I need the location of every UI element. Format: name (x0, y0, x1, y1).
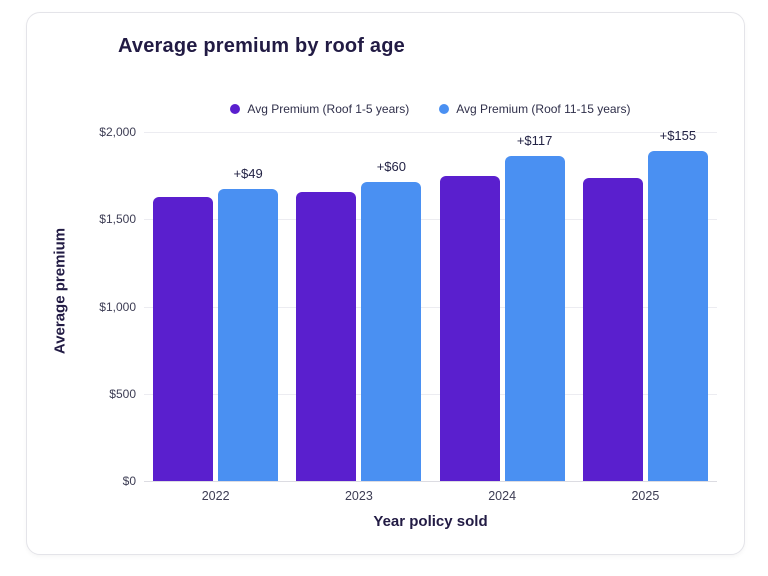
bar-diff-label: +$49 (233, 165, 263, 181)
x-tick-label: 2024 (488, 489, 517, 503)
bar-2025-series-0 (582, 178, 643, 481)
x-axis-title: Year policy sold (373, 513, 488, 530)
gridline (144, 306, 717, 308)
gridline (144, 219, 717, 221)
y-tick-label: $2,000 (99, 125, 136, 139)
gridline (144, 481, 717, 482)
bar-diff-label: +$155 (659, 128, 697, 144)
gridline (144, 393, 717, 395)
legend-dot-icon (230, 104, 241, 114)
bar-2022-series-1 (218, 188, 279, 481)
legend-label: Avg Premium (Roof 1-5 years) (247, 102, 410, 116)
y-tick-label: $0 (122, 474, 136, 488)
bar-2024-series-1 (504, 156, 565, 481)
chart-title: Average premium by roof age (118, 35, 405, 57)
x-tick-label: 2022 (201, 489, 230, 503)
y-tick-label: $500 (109, 386, 136, 401)
legend-dot-icon (439, 104, 450, 114)
bar-2024-series-0 (439, 176, 500, 481)
bar-diff-label: +$117 (516, 133, 553, 149)
gridline (144, 132, 717, 133)
legend: Avg Premium (Roof 1-5 years) Avg Premium … (144, 102, 717, 116)
bar-2025-series-1 (647, 151, 708, 481)
x-tick-label: 2025 (631, 489, 660, 503)
y-tick-label: $1,500 (99, 212, 136, 227)
y-tick-label: $1,000 (99, 299, 136, 314)
bar-2023-series-1 (361, 181, 422, 481)
x-tick-label: 2023 (344, 489, 373, 503)
bar-diff-label: +$60 (376, 158, 407, 174)
legend-item-1: Avg Premium (Roof 11-15 years) (439, 102, 631, 116)
chart-card: Average premium by roof age Avg Premium … (26, 12, 745, 555)
y-axis-title: Average premium (51, 227, 69, 355)
plot-area: $0 $500 $1,000 $1,500 $2,000 +$49 2022 +$60 2023… (27, 13, 744, 554)
bar-2022-series-0 (153, 197, 214, 481)
bar-2023-series-0 (296, 192, 357, 481)
legend-label: Avg Premium (Roof 11-15 years) (456, 102, 631, 116)
legend-item-0: Avg Premium (Roof 1-5 years) (230, 102, 409, 116)
